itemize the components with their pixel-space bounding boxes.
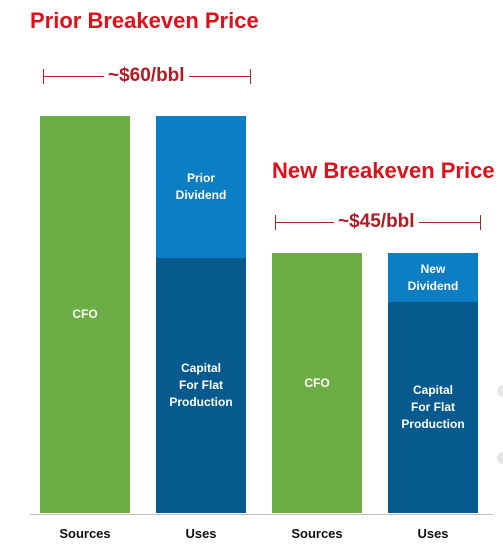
new-price-bracket-tick-left <box>275 215 276 230</box>
new-price-annotation: ~$45/bbl <box>334 211 419 233</box>
new-uses-segment-new-dividend: New Dividend <box>388 253 478 303</box>
segment-label-new-dividend: New Dividend <box>407 261 459 293</box>
segment-label-capital-for-flat-production: Capital For Flat Production <box>169 360 233 409</box>
prior-sources-segment-cfo: CFO <box>40 116 130 513</box>
prior-uses-segment-capital-for-flat-production: Capital For Flat Production <box>156 257 246 513</box>
prior-uses-category-label: Uses <box>185 526 217 541</box>
segment-label-capital-for-flat-production: Capital For Flat Production <box>401 383 465 432</box>
prior-sources-category-label: Sources <box>59 526 111 541</box>
new-price-bracket-tick-right <box>480 215 481 230</box>
segment-label-prior-dividend: Prior Dividend <box>175 170 227 202</box>
segment-label-cfo: CFO <box>72 307 98 321</box>
new-breakeven-title: New Breakeven Price <box>272 158 495 183</box>
prior-uses-bar: Capital For Flat Production Prior Dividen… <box>156 116 246 513</box>
prior-breakeven-title: Prior Breakeven Price <box>30 8 259 33</box>
prior-sources-bar: CFO <box>40 116 130 513</box>
new-sources-segment-cfo: CFO <box>272 253 362 513</box>
prior-price-bracket-tick-right <box>250 69 251 84</box>
new-sources-bar: CFO <box>272 253 362 513</box>
prior-price-bracket-tick-left <box>43 69 44 84</box>
new-uses-bar: Capital For Flat Production New Dividend <box>388 253 478 513</box>
edge-decoration-1 <box>497 385 503 397</box>
segment-label-cfo: CFO <box>304 375 330 390</box>
prior-price-annotation: ~$60/bbl <box>104 65 189 87</box>
new-uses-category-label: Uses <box>417 526 449 541</box>
edge-decoration-2 <box>497 452 503 464</box>
new-sources-category-label: Sources <box>291 526 343 541</box>
chart-baseline <box>30 514 493 515</box>
prior-uses-segment-prior-dividend: Prior Dividend <box>156 116 246 258</box>
new-uses-segment-capital-for-flat-production: Capital For Flat Production <box>388 302 478 513</box>
